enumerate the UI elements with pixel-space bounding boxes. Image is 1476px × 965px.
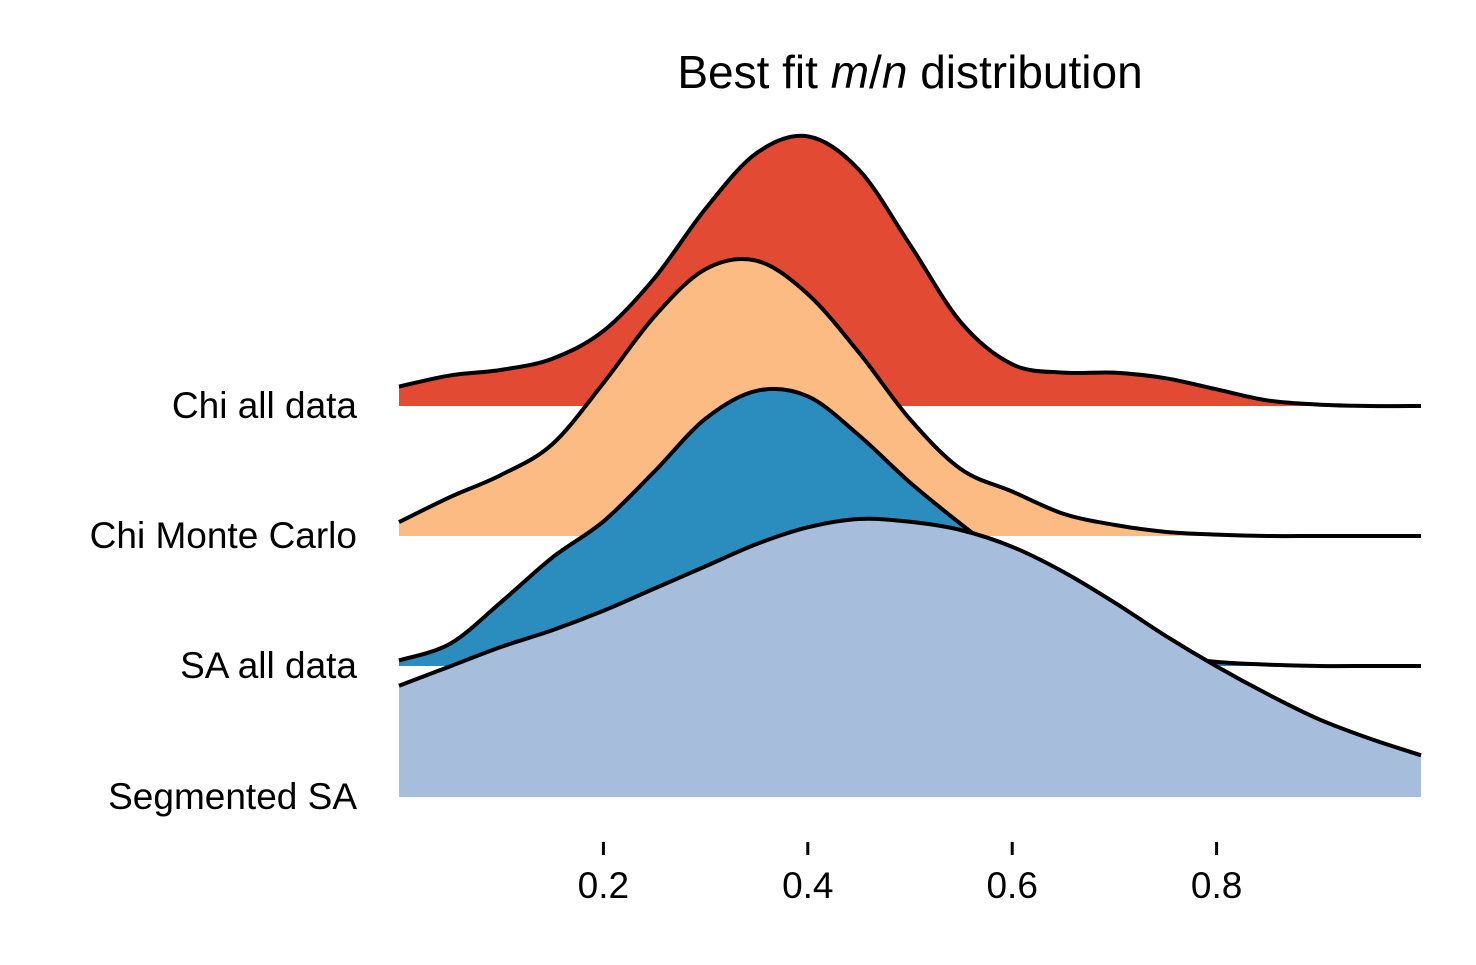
title-part-before: Best fit	[677, 46, 830, 98]
row-label-segmented-sa: Segmented SA	[108, 776, 357, 817]
title-part-slash: /	[869, 46, 882, 98]
row-label-chi-all-data: Chi all data	[172, 385, 358, 426]
title-part-m: m	[831, 46, 869, 98]
chart-title: Best fit m/n distribution	[677, 46, 1142, 98]
ridge-chi-monte-carlo: Chi Monte Carlo	[90, 257, 1421, 556]
ridge-fill-chi-all-data	[399, 135, 1421, 407]
ridge-fill-chi-monte-carlo	[399, 258, 1421, 537]
x-axis: 0.2 0.4 0.6 0.8	[578, 842, 1242, 906]
x-tick-label: 0.8	[1191, 865, 1242, 906]
title-part-after: distribution	[907, 46, 1142, 98]
ridge-outline-chi-monte-carlo	[398, 257, 1421, 539]
x-tick-label: 0.4	[782, 865, 833, 906]
ridge-outline-sa-all-data	[398, 386, 1421, 669]
title-part-n: n	[882, 46, 908, 98]
ridge-fill-segmented-sa	[399, 518, 1421, 797]
row-label-sa-all-data: SA all data	[180, 645, 357, 686]
ridge-outline-chi-all-data	[398, 133, 1422, 409]
ridge-segmented-sa: Segmented SA	[108, 516, 1422, 817]
ridge-layers: Chi all data Chi Monte Carlo SA all data Se…	[90, 133, 1422, 817]
x-tick-label: 0.6	[986, 865, 1037, 906]
x-tick-label: 0.2	[578, 865, 629, 906]
row-label-chi-monte-carlo: Chi Monte Carlo	[90, 515, 357, 556]
ridge-outline-segmented-sa	[398, 516, 1422, 758]
